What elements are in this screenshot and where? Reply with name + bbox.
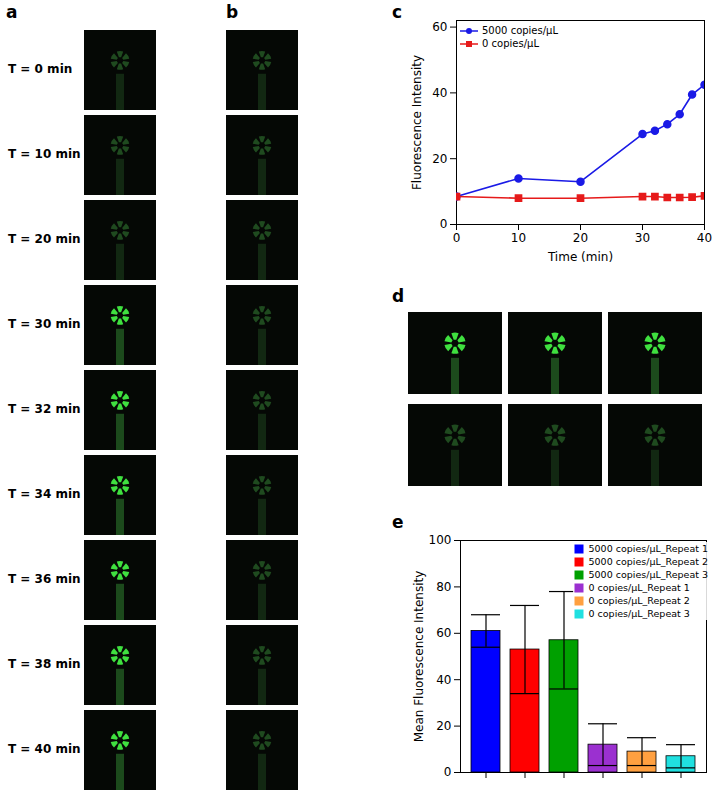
html-text:5000 copies/μL_Repeat 3: 5000 copies/μL_Repeat 3 — [588, 569, 708, 580]
html-text:5000 copies/μL: 5000 copies/μL — [482, 25, 558, 36]
html-text:0 copies/μL: 0 copies/μL — [482, 38, 539, 49]
html-text:c: c — [392, 2, 403, 22]
svg-text:60: 60 — [436, 626, 451, 640]
html-text:T = 34 min: T = 34 min — [8, 487, 81, 501]
svg-text:20: 20 — [573, 231, 588, 245]
html-text:5000 copies/μL_Repeat 1: 5000 copies/μL_Repeat 1 — [588, 543, 708, 554]
html-text:T = 30 min: T = 30 min — [8, 317, 81, 331]
svg-text:30: 30 — [635, 231, 650, 245]
svg-text:80: 80 — [436, 580, 451, 594]
html-text:0 copies/μL_Repeat 3: 0 copies/μL_Repeat 3 — [588, 608, 690, 619]
svg-text:40: 40 — [697, 231, 712, 245]
html-text:5000 copies/μL_Repeat 2: 5000 copies/μL_Repeat 2 — [588, 556, 708, 567]
svg-text:0: 0 — [444, 765, 452, 779]
html-text:T = 10 min: T = 10 min — [8, 147, 81, 161]
svg-text:Fluorescence Intensity: Fluorescence Intensity — [410, 55, 424, 190]
html-text:b: b — [226, 2, 239, 22]
svg-text:10: 10 — [511, 231, 526, 245]
svg-text:20: 20 — [432, 152, 447, 166]
html-text:e: e — [392, 512, 404, 532]
html-text:d: d — [392, 286, 405, 306]
svg-text:Mean Fluorescence Intensity: Mean Fluorescence Intensity — [412, 571, 426, 743]
html-text:0 copies/μL_Repeat 1: 0 copies/μL_Repeat 1 — [588, 582, 690, 593]
svg-text:40: 40 — [436, 673, 451, 687]
html-text:T = 40 min: T = 40 min — [8, 742, 81, 756]
svg-text:Time (min): Time (min) — [547, 250, 613, 264]
svg-text:100: 100 — [429, 533, 452, 547]
html-text:T = 36 min: T = 36 min — [8, 572, 81, 586]
html-text:T = 20 min: T = 20 min — [8, 232, 81, 246]
html-text:T = 0 min: T = 0 min — [8, 62, 73, 76]
svg-text:60: 60 — [432, 20, 447, 34]
svg-text:0: 0 — [453, 231, 461, 245]
html-text:T = 32 min: T = 32 min — [8, 402, 81, 416]
svg-text:0: 0 — [440, 217, 448, 231]
svg-text:20: 20 — [436, 719, 451, 733]
html-text:a: a — [6, 2, 18, 22]
html-text:T = 38 min: T = 38 min — [8, 657, 81, 671]
html-text:0 copies/μL_Repeat 2: 0 copies/μL_Repeat 2 — [588, 595, 690, 606]
svg-text:40: 40 — [432, 86, 447, 100]
